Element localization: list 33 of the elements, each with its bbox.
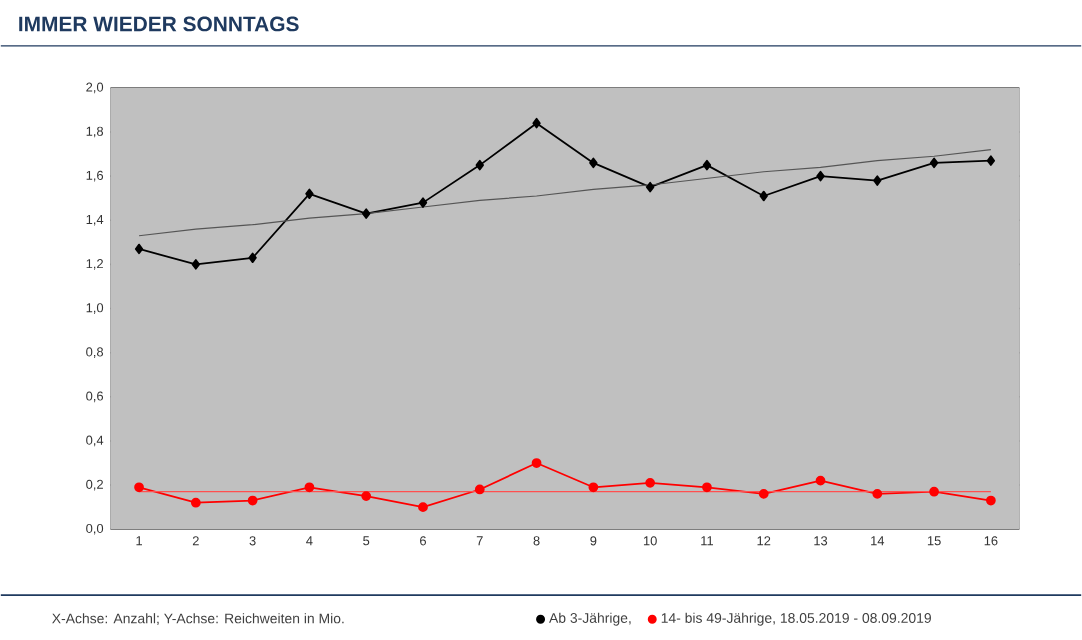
point: [305, 188, 314, 200]
point: [645, 478, 656, 489]
point: [531, 458, 542, 469]
point: [418, 502, 428, 513]
point: [304, 482, 315, 493]
point: [191, 259, 201, 271]
point: [474, 485, 485, 495]
point: [532, 118, 541, 129]
point: [361, 491, 372, 502]
point: [247, 496, 258, 506]
point: [816, 171, 825, 182]
point: [248, 252, 257, 264]
point: [589, 158, 598, 169]
chart-title: IMMER WIEDER SONNTAGS: [19, 17, 299, 32]
point: [588, 482, 599, 493]
point: [986, 496, 996, 506]
point: [475, 160, 484, 171]
point: [929, 158, 939, 169]
point: [872, 489, 883, 500]
point: [134, 244, 144, 255]
point: [702, 160, 712, 171]
point: [815, 476, 826, 487]
point: [190, 498, 201, 509]
point: [418, 197, 428, 209]
point: [702, 482, 712, 493]
point: [758, 489, 769, 500]
point: [759, 191, 768, 202]
point: [873, 175, 882, 187]
point: [362, 208, 371, 220]
point: [986, 155, 996, 167]
point: [134, 482, 144, 493]
point: [645, 182, 655, 193]
point: [929, 487, 939, 498]
